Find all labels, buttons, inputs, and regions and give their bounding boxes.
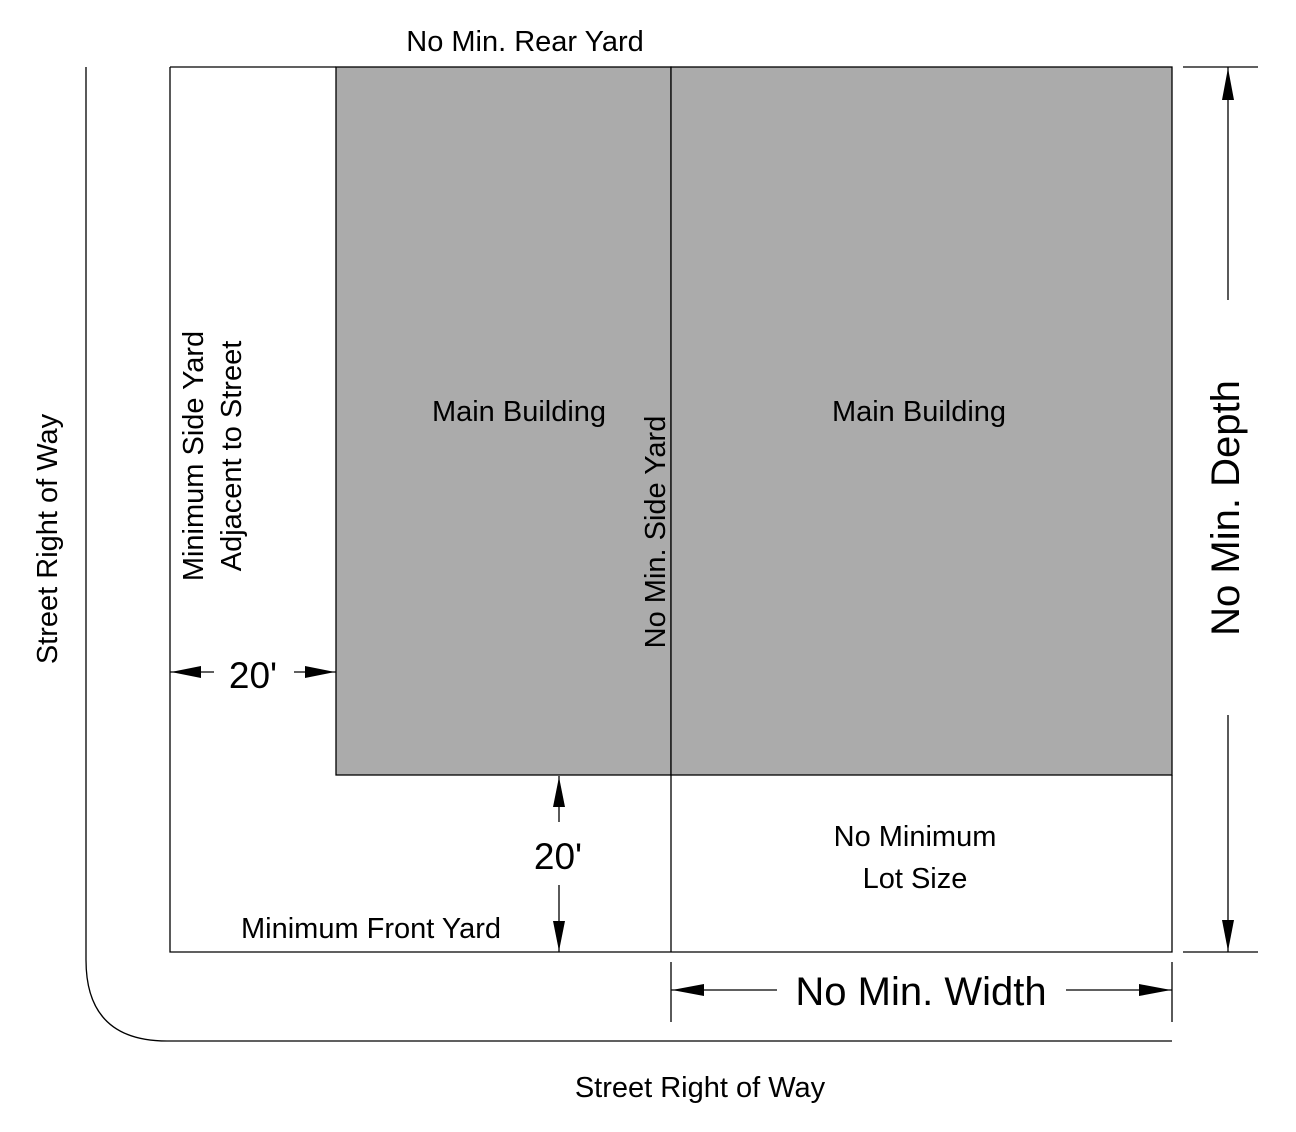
arrow-right-icon — [1139, 984, 1171, 996]
arrow-up-icon — [553, 777, 565, 807]
rear-yard-label: No Min. Rear Yard — [406, 26, 643, 58]
arrow-right-icon — [305, 666, 335, 678]
main-building-left — [335, 66, 672, 776]
front-yard-label: Minimum Front Yard — [241, 913, 501, 945]
street-left-label: Street Right of Way — [32, 413, 64, 664]
interior-side-yard-label: No Min. Side Yard — [640, 416, 672, 649]
front-yard-dimension-label: 20' — [534, 836, 582, 877]
main-building-right — [670, 66, 1173, 776]
lot-size-label-line2: Lot Size — [863, 863, 968, 895]
arrow-down-icon — [1222, 920, 1234, 951]
width-label: No Min. Width — [795, 970, 1046, 1014]
building-left-label: Main Building — [432, 396, 606, 428]
side-yard-dimension-label: 20' — [229, 655, 277, 696]
lot-left-outline — [169, 66, 671, 953]
street-bottom-label: Street Right of Way — [575, 1072, 826, 1104]
arrow-left-icon — [672, 984, 704, 996]
arrow-down-icon — [553, 921, 565, 951]
depth-label: No Min. Depth — [1204, 380, 1248, 636]
building-right-label: Main Building — [832, 396, 1006, 428]
lot-right-outline — [671, 775, 1173, 953]
arrow-left-icon — [171, 666, 201, 678]
side-yard-street-label-line2: Adjacent to Street — [216, 341, 248, 572]
lot-size-label-line1: No Minimum — [834, 821, 997, 853]
side-yard-street-label-line1: Minimum Side Yard — [178, 331, 210, 581]
street-curb-line — [85, 67, 1172, 1042]
arrow-up-icon — [1222, 68, 1234, 100]
